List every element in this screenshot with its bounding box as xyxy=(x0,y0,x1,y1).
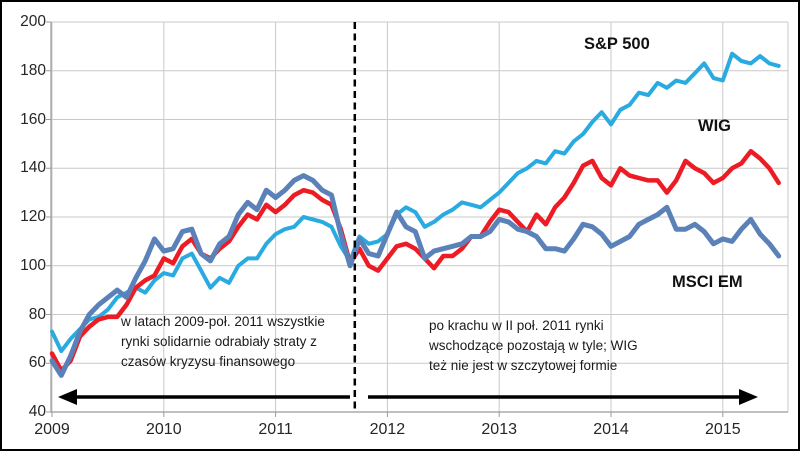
series-label-wig: WIG xyxy=(698,117,731,135)
y-axis-tick-label: 60 xyxy=(28,354,46,372)
series-line-wig xyxy=(49,148,781,373)
series-label-sp500: S&P 500 xyxy=(584,35,650,53)
y-axis-tick-label: 200 xyxy=(20,13,46,30)
y-axis-tick-label: 80 xyxy=(28,305,46,323)
annotation-pre-crash: w latach 2009-poł. 2011 wszystkie rynki … xyxy=(121,312,325,372)
x-axis-tick-label: 2014 xyxy=(593,421,629,438)
y-axis-tick-label: 100 xyxy=(20,256,46,274)
annotation-post-crash-line3: też nie jest w szczytowej formie xyxy=(429,358,618,373)
timeline-arrow-right xyxy=(368,389,758,405)
y-axis-tick-label: 40 xyxy=(28,403,46,420)
x-axis-tick-label: 2011 xyxy=(258,421,293,438)
axes xyxy=(46,21,788,417)
timeline-arrow-left xyxy=(58,389,350,405)
series-label-msci-em: MSCI EM xyxy=(672,273,743,291)
x-axis-tick-label: 2013 xyxy=(481,421,517,438)
x-axis-tick-label: 2010 xyxy=(146,421,182,438)
series-line-msci-em xyxy=(49,173,782,378)
annotation-pre-crash-line1: w latach 2009-poł. 2011 wszystkie xyxy=(121,314,325,329)
annotation-pre-crash-line3: czasów kryzysu finansowego xyxy=(121,354,296,369)
series-lines xyxy=(49,51,782,378)
y-axis-tick-label: 120 xyxy=(20,208,46,225)
annotation-post-crash-line2: wschodzące pozostają w tyle; WIG xyxy=(429,338,638,353)
y-axis-tick-label: 180 xyxy=(20,61,46,79)
arrowhead-left-icon xyxy=(58,389,77,405)
series-line-s-p-500 xyxy=(50,51,781,354)
annotation-pre-crash-line2: rynki solidarnie odrabiały straty z xyxy=(121,334,317,349)
x-axis-tick-label: 2012 xyxy=(369,421,406,438)
y-axis-tick-label: 140 xyxy=(20,159,46,177)
x-axis-tick-label: 2015 xyxy=(705,421,741,438)
annotation-post-crash: po krachu w II poł. 2011 rynki wschodząc… xyxy=(429,316,638,376)
x-axis-tick-label: 2009 xyxy=(34,421,70,438)
y-axis-tick-label: 160 xyxy=(20,110,46,128)
arrowhead-right-icon xyxy=(739,389,758,405)
annotation-post-crash-line1: po krachu w II poł. 2011 rynki xyxy=(429,318,604,333)
